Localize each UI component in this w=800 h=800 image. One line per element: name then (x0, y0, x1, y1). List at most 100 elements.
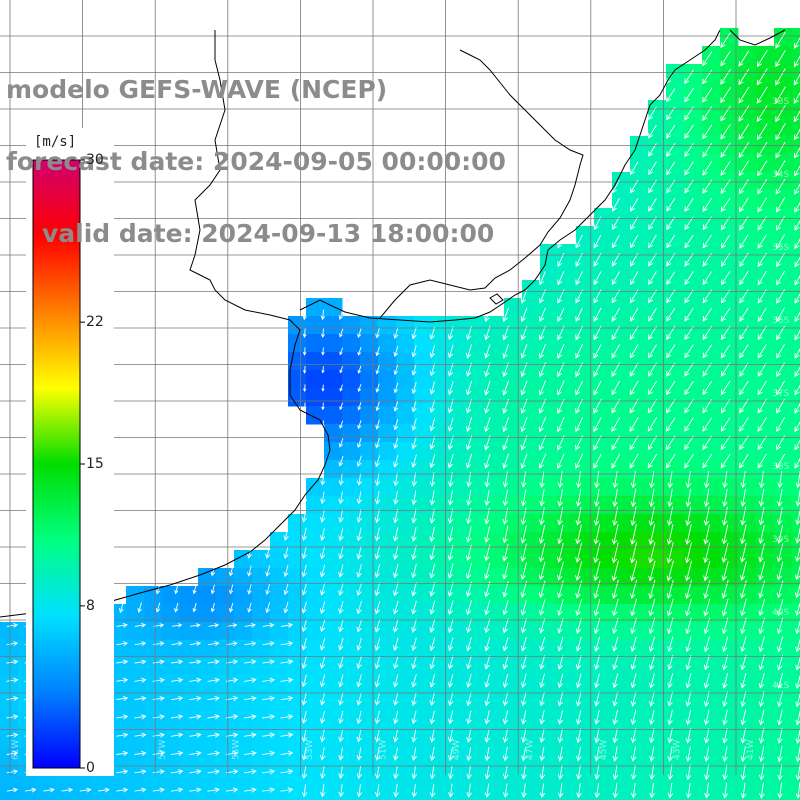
wind-arrow (757, 417, 767, 432)
wind-cell (450, 514, 469, 533)
wind-arrow (666, 289, 676, 304)
wind-cell (180, 604, 199, 623)
wind-arrow (557, 524, 564, 545)
wind-cell (612, 208, 631, 227)
wind-cell (378, 532, 397, 551)
wind-cell (324, 694, 343, 713)
wind-arrow (704, 746, 710, 762)
wind-cell (306, 748, 325, 767)
wind-cell (756, 622, 775, 641)
wind-cell (720, 532, 739, 551)
wind-cell (756, 226, 775, 245)
wind-cell (756, 280, 775, 299)
wind-cell (486, 730, 505, 749)
wind-arrow (556, 453, 565, 469)
wind-arrow (794, 37, 800, 49)
wind-cell (396, 316, 415, 335)
wind-cell (18, 784, 37, 800)
wind-arrow (758, 764, 765, 781)
wind-cell (378, 334, 397, 353)
wind-cell (378, 766, 397, 785)
wind-cell (558, 334, 577, 353)
wind-cell (468, 352, 487, 371)
wind-cell (720, 784, 739, 800)
wind-cell (594, 442, 613, 461)
wind-arrow (684, 579, 693, 600)
wind-cell (576, 694, 595, 713)
wind-cell (540, 442, 559, 461)
wind-arrow (539, 728, 545, 744)
wind-cell (378, 748, 397, 767)
wind-cell (738, 406, 757, 425)
wind-cell (774, 514, 793, 533)
wind-arrow (757, 344, 767, 359)
wind-arrow (375, 383, 380, 393)
wind-cell (522, 478, 541, 497)
wind-arrow (539, 783, 546, 799)
wind-arrow (649, 691, 655, 707)
wind-cell (180, 748, 199, 767)
wind-arrow (171, 641, 183, 647)
wind-arrow (794, 256, 800, 268)
wind-cell (252, 694, 271, 713)
wind-arrow (356, 729, 363, 743)
wind-cell (792, 262, 800, 281)
wind-cell (594, 658, 613, 677)
wind-cell (684, 280, 703, 299)
wind-cell (702, 460, 721, 479)
wind-cell (324, 766, 343, 785)
wind-arrow (465, 362, 473, 377)
wind-arrow (375, 346, 380, 357)
wind-arrow (666, 598, 674, 617)
wind-arrow (720, 417, 731, 432)
wind-arrow (794, 348, 800, 359)
wind-cell (738, 604, 757, 623)
wind-cell (666, 154, 685, 173)
wind-cell (414, 514, 433, 533)
wind-arrow (116, 769, 129, 775)
wind-cell (702, 82, 721, 101)
wind-arrow (207, 695, 221, 702)
wind-arrow (649, 783, 655, 799)
wind-cell (774, 550, 793, 569)
wind-cell (648, 784, 667, 800)
wind-arrow (392, 527, 399, 542)
wind-cell (612, 352, 631, 371)
wind-arrow (703, 673, 710, 689)
wind-arrow (594, 488, 600, 508)
wind-cell (324, 514, 343, 533)
wind-cell (324, 640, 343, 659)
wind-arrow (319, 601, 326, 615)
wind-cell (468, 388, 487, 407)
wind-arrow (666, 579, 674, 600)
wind-cell (774, 208, 793, 227)
wind-arrow (302, 347, 307, 356)
wind-arrow (575, 561, 583, 582)
wind-arrow (539, 489, 545, 507)
wind-arrow (170, 714, 184, 720)
wind-arrow (629, 435, 639, 451)
wind-arrow (777, 782, 783, 799)
wind-arrow (243, 732, 257, 738)
wind-cell (198, 730, 217, 749)
wind-arrow (429, 563, 436, 579)
wind-arrow (190, 623, 201, 628)
wind-cell (450, 640, 469, 659)
wind-cell (360, 550, 379, 569)
wind-arrow (775, 68, 786, 86)
wind-cell (792, 118, 800, 137)
wind-arrow (374, 527, 381, 542)
wind-arrow (685, 506, 692, 527)
wind-cell (468, 460, 487, 479)
wind-cell (702, 352, 721, 371)
wind-cell (198, 676, 217, 695)
wind-arrow (447, 453, 454, 469)
wind-arrow (611, 234, 620, 249)
wind-cell (324, 586, 343, 605)
wind-cell (522, 676, 541, 695)
wind-arrow (466, 765, 472, 780)
wind-arrow (6, 659, 19, 665)
wind-cell (612, 442, 631, 461)
colorbar-unit: [m/s] (34, 134, 77, 150)
wind-arrow (283, 528, 289, 541)
